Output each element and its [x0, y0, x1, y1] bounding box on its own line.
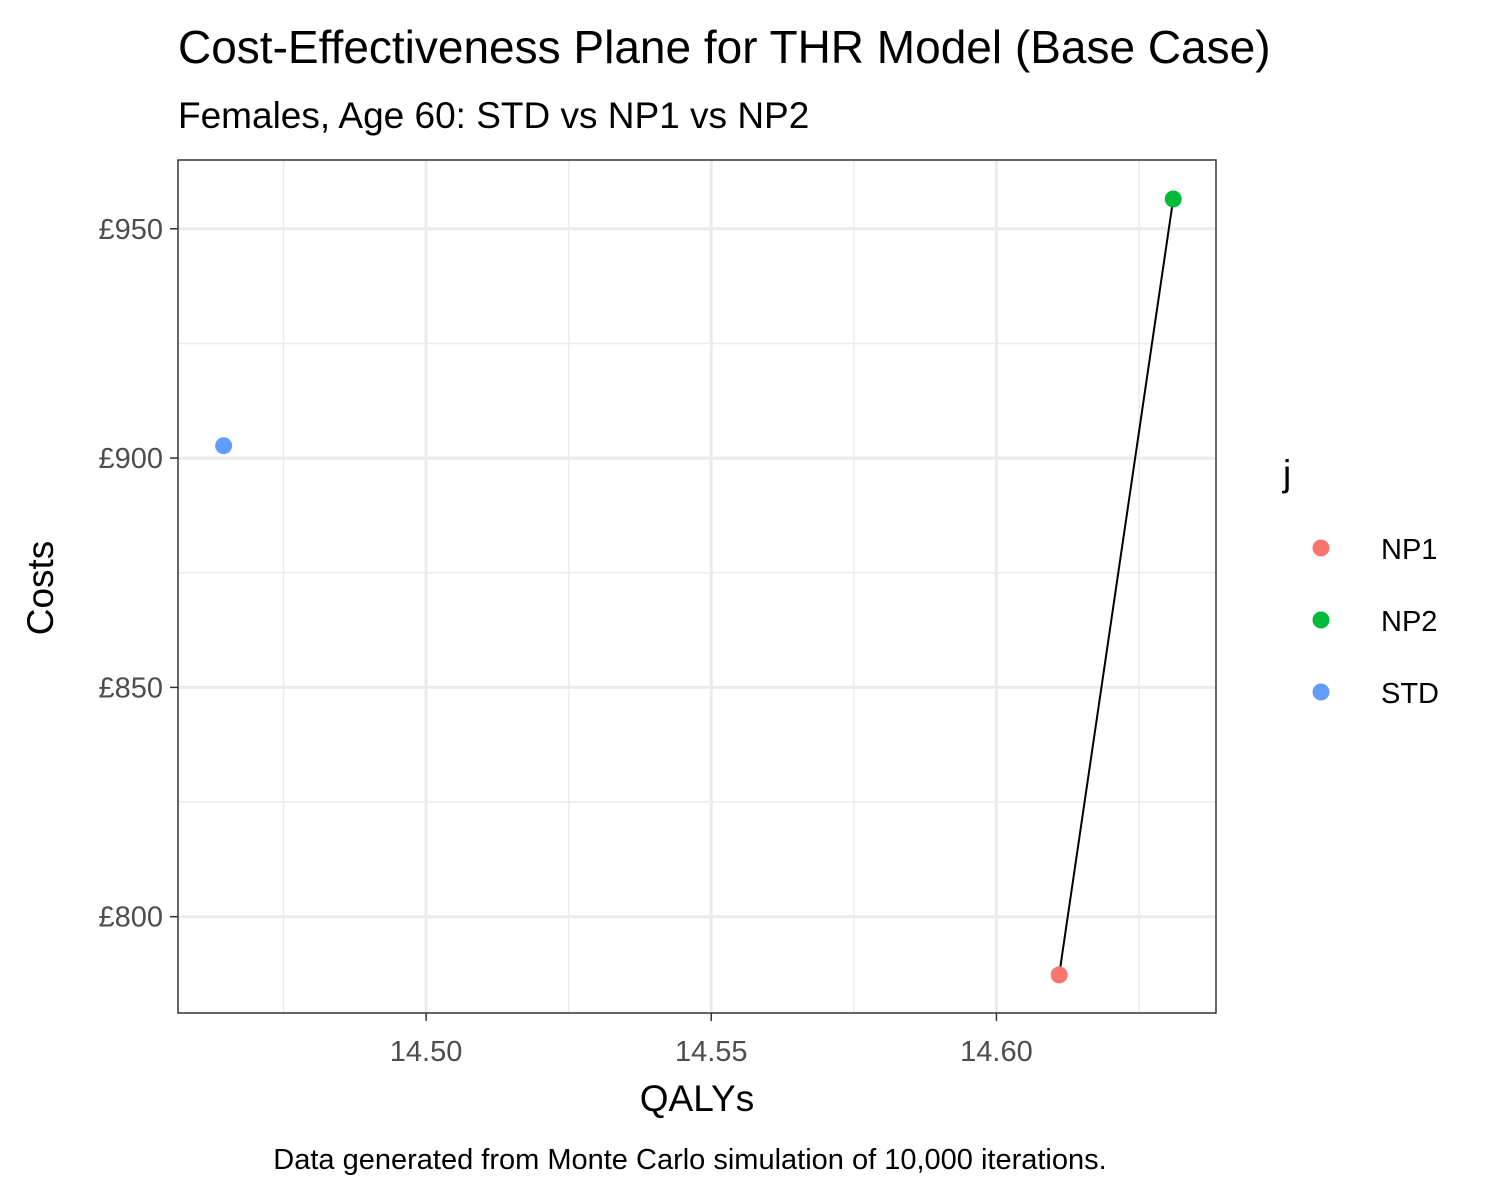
legend-label-np2: NP2: [1381, 606, 1437, 638]
legend-title: j: [1282, 453, 1291, 494]
chart-caption: Data generated from Monte Carlo simulati…: [273, 1144, 1106, 1176]
y-axis: £800 £850 £900 £950: [98, 214, 178, 934]
point-std: [215, 437, 233, 455]
y-tick-label: £950: [98, 214, 163, 246]
y-tick-label: £800: [98, 902, 163, 934]
y-axis-title: Costs: [20, 541, 61, 636]
panel-border: [177, 159, 1217, 1014]
data-points: [215, 190, 1182, 984]
legend-label-np1: NP1: [1381, 534, 1437, 566]
minor-gridlines: [178, 160, 1216, 1013]
point-np1: [1050, 966, 1068, 984]
efficiency-frontier: [1058, 198, 1175, 976]
x-tick-label: 14.50: [390, 1036, 463, 1068]
plot-panel: [177, 159, 1217, 1014]
chart-subtitle: Females, Age 60: STD vs NP1 vs NP2: [178, 95, 809, 136]
panel-background: [178, 160, 1216, 1013]
legend-key-np1: [1312, 539, 1330, 557]
y-tick-label: £850: [98, 672, 163, 704]
major-gridlines: [178, 160, 1216, 1013]
x-tick-label: 14.60: [960, 1036, 1033, 1068]
legend-label-std: STD: [1381, 678, 1439, 710]
point-np2: [1164, 190, 1182, 208]
x-axis: 14.50 14.55 14.60: [390, 1013, 1033, 1068]
x-tick-label: 14.55: [675, 1036, 748, 1068]
x-axis-title: QALYs: [640, 1078, 754, 1119]
y-tick-label: £900: [98, 443, 163, 475]
legend: j NP1 NP2 STD: [1282, 453, 1439, 710]
frontier-line: [1058, 198, 1175, 976]
legend-key-np2: [1312, 611, 1330, 629]
legend-key-std: [1312, 683, 1330, 701]
chart-title: Cost-Effectiveness Plane for THR Model (…: [178, 21, 1271, 73]
